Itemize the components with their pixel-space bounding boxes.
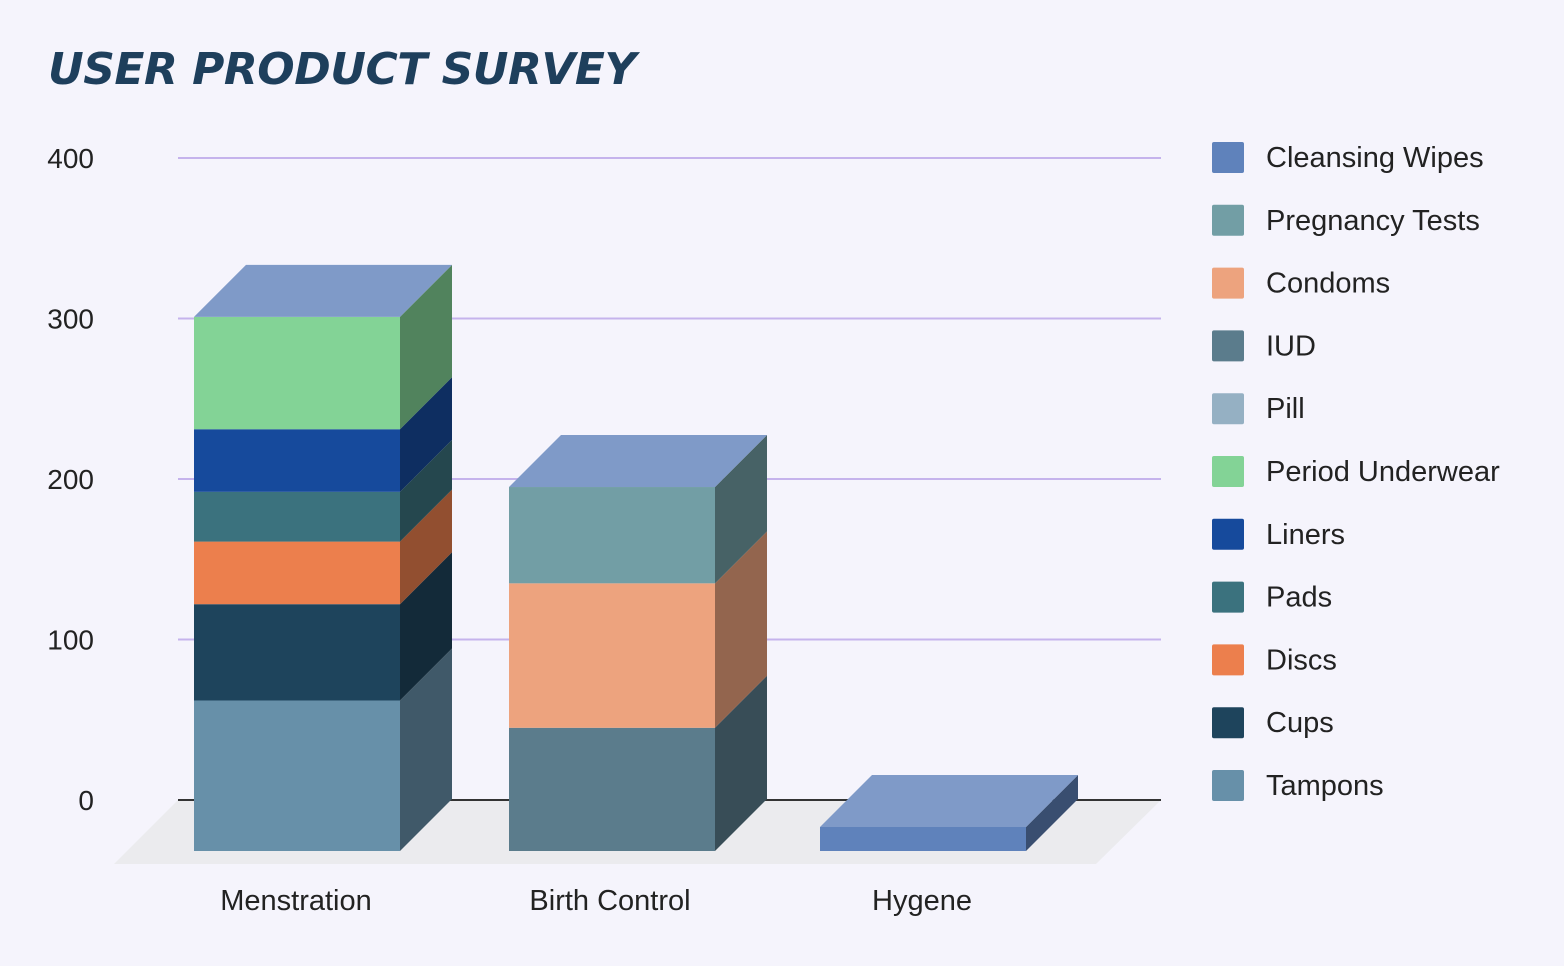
x-category-label: Menstration	[220, 885, 372, 917]
legend-item: Tampons	[1212, 770, 1384, 802]
bar-segment	[820, 827, 1026, 851]
bar-segment-cups	[194, 604, 400, 701]
legend-item: Cups	[1212, 707, 1334, 739]
legend-swatch	[1212, 393, 1244, 425]
legend-swatch	[1212, 142, 1244, 173]
legend-swatch	[1212, 581, 1244, 613]
legend-label: Pill	[1266, 393, 1305, 425]
legend-item: Discs	[1212, 644, 1337, 676]
bar-top	[194, 264, 452, 317]
legend-label: Tampons	[1266, 770, 1384, 802]
bar-side-tampons	[400, 648, 452, 851]
bar-top	[820, 775, 1078, 827]
legend-swatch	[1212, 267, 1244, 299]
bar-segment-iud	[509, 727, 715, 851]
bar-side-pregnancy-tests	[715, 435, 767, 584]
legend-swatch	[1212, 204, 1244, 236]
legend-label: Liners	[1266, 519, 1345, 551]
bar-menstration	[194, 264, 452, 851]
x-category-label: Hygene	[872, 885, 972, 917]
chart-title: USER PRODUCT SURVEY	[48, 44, 636, 95]
bar-hygene	[820, 775, 1078, 851]
bar-side-condoms	[715, 531, 767, 728]
legend-swatch	[1212, 707, 1244, 739]
bar-side-period-underwear	[400, 264, 452, 430]
y-tick-label: 100	[47, 625, 94, 656]
legend-swatch	[1212, 330, 1244, 362]
legend-label: Pads	[1266, 582, 1332, 614]
legend-item: Condoms	[1212, 267, 1390, 300]
bar-top	[509, 435, 767, 488]
legend-item: IUD	[1212, 330, 1316, 362]
legend-label: Condoms	[1266, 268, 1390, 300]
bar-birth-control	[509, 435, 767, 851]
bar-side-discs	[400, 489, 452, 605]
legend-item: Period Underwear	[1212, 456, 1500, 488]
legend-item: Pregnancy Tests	[1212, 204, 1480, 237]
legend-item: Liners	[1212, 518, 1345, 551]
bar-segment-liners	[194, 429, 400, 492]
y-tick-label: 400	[47, 143, 94, 174]
x-category-label: Birth Control	[529, 885, 690, 917]
legend-label: Cups	[1266, 707, 1334, 739]
legend-swatch	[1212, 644, 1244, 676]
y-tick-label: 300	[47, 304, 94, 335]
legend-item: Pads	[1212, 581, 1332, 614]
bar-side-cups	[400, 552, 452, 701]
legend-label: Cleansing Wipes	[1266, 142, 1484, 174]
bar-segment-tampons	[194, 700, 400, 851]
legend-swatch	[1212, 770, 1244, 801]
bar-segment-discs	[194, 541, 400, 605]
x-axis-categories: Menstration Birth Control Hygene	[220, 885, 972, 917]
legend-label: Pregnancy Tests	[1266, 205, 1480, 237]
y-tick-label: 200	[47, 464, 94, 495]
bar-side-liners	[400, 377, 452, 492]
legend-swatch	[1212, 518, 1244, 550]
bar-segment-pregnancy-tests	[509, 487, 715, 584]
bar-side-pads	[400, 439, 452, 542]
y-axis-ticks: 0 100 200 300 400	[47, 143, 94, 816]
bar-segment-pads	[194, 491, 400, 542]
bar-segment-condoms	[509, 583, 715, 728]
legend-item: Cleansing Wipes	[1212, 142, 1484, 174]
legend: Cleansing Wipes Pregnancy Tests Condoms IUD…	[1212, 142, 1500, 802]
bar-segment-period-underwear	[194, 316, 400, 430]
bars	[194, 264, 1078, 851]
y-tick-label: 0	[78, 785, 94, 816]
legend-swatch	[1212, 456, 1244, 487]
bar-side	[1026, 775, 1078, 851]
legend-label: IUD	[1266, 330, 1316, 362]
legend-item: Pill	[1212, 393, 1305, 425]
bar-side-iud	[715, 675, 767, 851]
legend-label: Period Underwear	[1266, 456, 1500, 488]
legend-label: Discs	[1266, 644, 1337, 676]
